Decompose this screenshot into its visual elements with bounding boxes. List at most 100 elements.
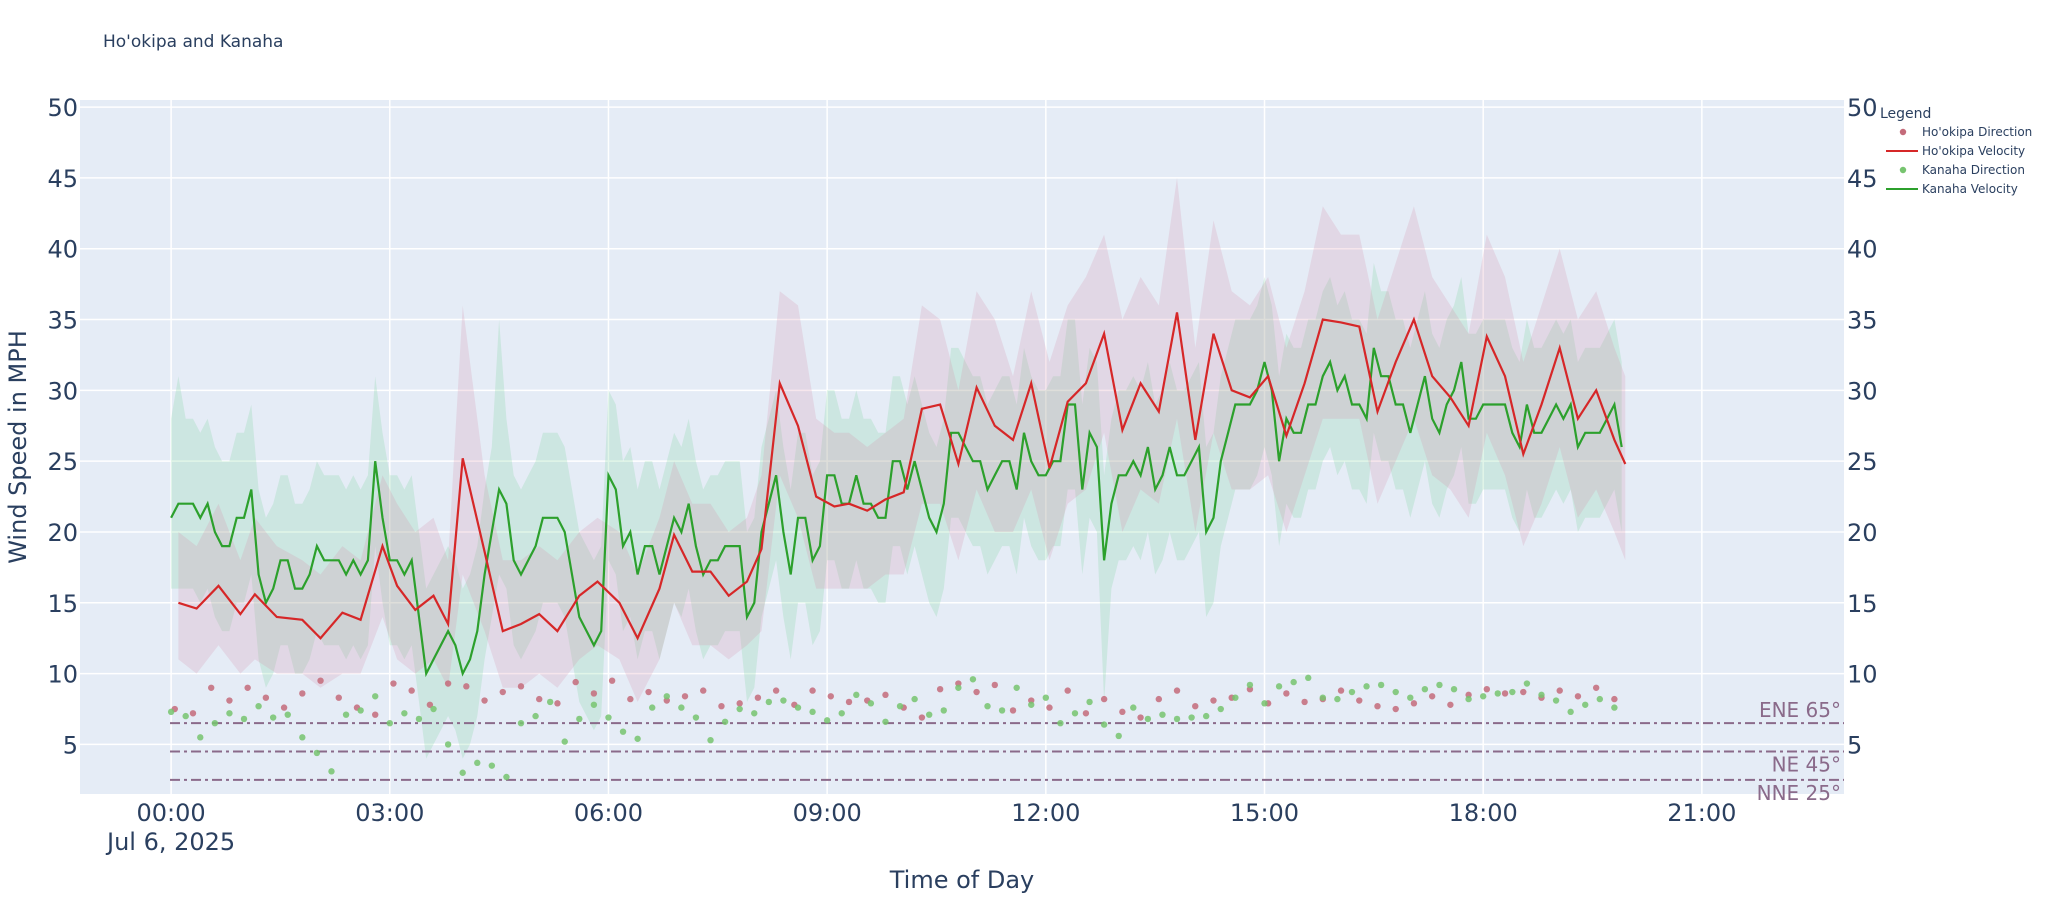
kanaha-direction-point <box>940 707 947 714</box>
y-tick-label-left: 30 <box>47 377 78 405</box>
hookipa-direction-point <box>1082 710 1090 717</box>
hookipa-direction-point <box>1392 705 1399 713</box>
hookipa-direction-point <box>1137 714 1144 721</box>
hookipa-direction-point <box>1155 695 1163 703</box>
kanaha-direction-point <box>649 704 656 711</box>
hookipa-direction-point <box>536 695 543 703</box>
kanaha-direction-point <box>794 704 802 711</box>
y-tick-label-right: 45 <box>1847 165 1878 193</box>
kanaha-direction-point <box>1013 684 1020 691</box>
kanaha-direction-point <box>474 759 481 767</box>
kanaha-direction-point <box>546 698 554 706</box>
hookipa-direction-point <box>299 690 306 697</box>
x-tick-label: 12:00 <box>1011 799 1080 827</box>
hookipa-direction-point <box>718 702 725 710</box>
kanaha-direction-point <box>969 676 977 683</box>
hookipa-direction-point <box>1556 687 1563 694</box>
hookipa-direction-point <box>590 690 598 697</box>
hookipa-direction-point <box>226 697 233 704</box>
y-tick-label-left: 10 <box>47 661 78 689</box>
kanaha-direction-point <box>532 712 539 720</box>
y-tick-label-left: 25 <box>47 448 78 476</box>
hookipa-direction-point <box>444 680 452 687</box>
hookipa-direction-point <box>1520 688 1527 696</box>
kanaha-direction-point <box>1144 715 1152 723</box>
legend-title: Legend <box>1880 106 1931 122</box>
hookipa-direction-point <box>1283 690 1290 697</box>
hookipa-direction-point <box>1428 693 1436 700</box>
hookipa-direction-point <box>1356 697 1363 704</box>
x-tick-label: 06:00 <box>574 799 643 827</box>
hookipa-direction-point <box>208 684 215 691</box>
hookipa-direction-point <box>426 701 434 708</box>
reference-lines: ENE 65° NE 45° NNE 25° <box>170 698 1844 805</box>
kanaha-direction-point <box>1130 704 1137 711</box>
kanaha-direction-point <box>255 702 262 710</box>
kanaha-direction-point <box>226 710 233 717</box>
kanaha-direction-point <box>386 719 393 727</box>
kanaha-direction-point <box>634 735 641 742</box>
kanaha-direction-point <box>1552 697 1560 704</box>
chart-title: Ho'okipa and Kanaha <box>103 32 284 52</box>
kanaha-direction-point <box>1159 711 1166 718</box>
kanaha-direction-point <box>1596 695 1604 703</box>
kanaha-direction-point <box>1450 685 1458 693</box>
hookipa-velocity-band <box>178 177 1626 702</box>
y-tick-label-left: 20 <box>47 519 78 547</box>
y-tick-label-right: 35 <box>1847 307 1878 335</box>
y-tick-label-right: 50 <box>1847 94 1878 122</box>
kanaha-direction-point <box>882 718 889 725</box>
hookipa-direction-point <box>845 698 853 706</box>
y-tick-label-right: 15 <box>1847 590 1878 618</box>
kanaha-direction-point <box>736 705 743 713</box>
kanaha-direction-point <box>1479 693 1487 700</box>
kanaha-direction-point <box>1115 732 1122 740</box>
kanaha-direction-point <box>1071 710 1079 717</box>
kanaha-direction-point <box>1421 685 1429 693</box>
hookipa-direction-point <box>517 683 525 690</box>
kanaha-direction-point <box>1275 683 1283 690</box>
y-tick-label-right: 40 <box>1847 236 1878 264</box>
x-tick-label: 21:00 <box>1667 799 1736 827</box>
legend-kanaha-direction-label: Kanaha Direction <box>1922 163 2025 177</box>
kanaha-direction-point <box>1232 694 1239 701</box>
hookipa-direction-point <box>1337 687 1345 694</box>
kanaha-direction-point <box>444 741 452 748</box>
kanaha-direction-point <box>1261 700 1268 707</box>
kanaha-direction-point <box>1538 691 1545 699</box>
kanaha-direction-point <box>576 715 583 723</box>
hookipa-direction-point <box>463 683 470 690</box>
hookipa-direction-point <box>1483 685 1491 693</box>
y-tick-label-right: 30 <box>1847 377 1878 405</box>
x-tick-label: 00:00 <box>137 799 206 827</box>
kanaha-direction-point <box>823 717 831 724</box>
y-tick-label-right: 5 <box>1847 731 1862 759</box>
kanaha-direction-point <box>1173 715 1181 723</box>
kanaha-direction-point <box>1567 708 1574 716</box>
kanaha-direction-point <box>1509 688 1516 696</box>
axis-ticks: 5 5 10 10 15 15 20 20 25 25 30 30 35 35 40 40 45 45 50 50 00… <box>47 94 1877 827</box>
kanaha-direction-point <box>342 711 350 718</box>
y-tick-label-left: 45 <box>47 165 78 193</box>
kanaha-direction-point <box>1086 698 1093 706</box>
kanaha-direction-point <box>1217 705 1224 713</box>
hookipa-direction-point <box>991 681 999 689</box>
kanaha-direction-point <box>488 762 496 769</box>
kanaha-direction-point <box>1611 704 1618 711</box>
kanaha-direction-point <box>1305 674 1312 682</box>
hookipa-direction-point <box>189 710 197 717</box>
kanaha-direction-point <box>430 705 437 713</box>
kanaha-direction-point <box>1465 695 1472 703</box>
hookipa-direction-point <box>244 684 251 691</box>
kanaha-direction-point <box>838 710 845 717</box>
hookipa-direction-point <box>681 693 689 700</box>
x-tick-label: 18:00 <box>1449 799 1518 827</box>
y-tick-label-right: 10 <box>1847 661 1878 689</box>
hookipa-direction-point <box>554 700 561 707</box>
hookipa-direction-point <box>1009 707 1017 714</box>
x-axis-date-label: Jul 6, 2025 <box>105 828 235 856</box>
hookipa-direction-point <box>1374 702 1381 710</box>
hookipa-direction-point <box>1100 695 1108 703</box>
kanaha-direction-point <box>765 698 773 706</box>
